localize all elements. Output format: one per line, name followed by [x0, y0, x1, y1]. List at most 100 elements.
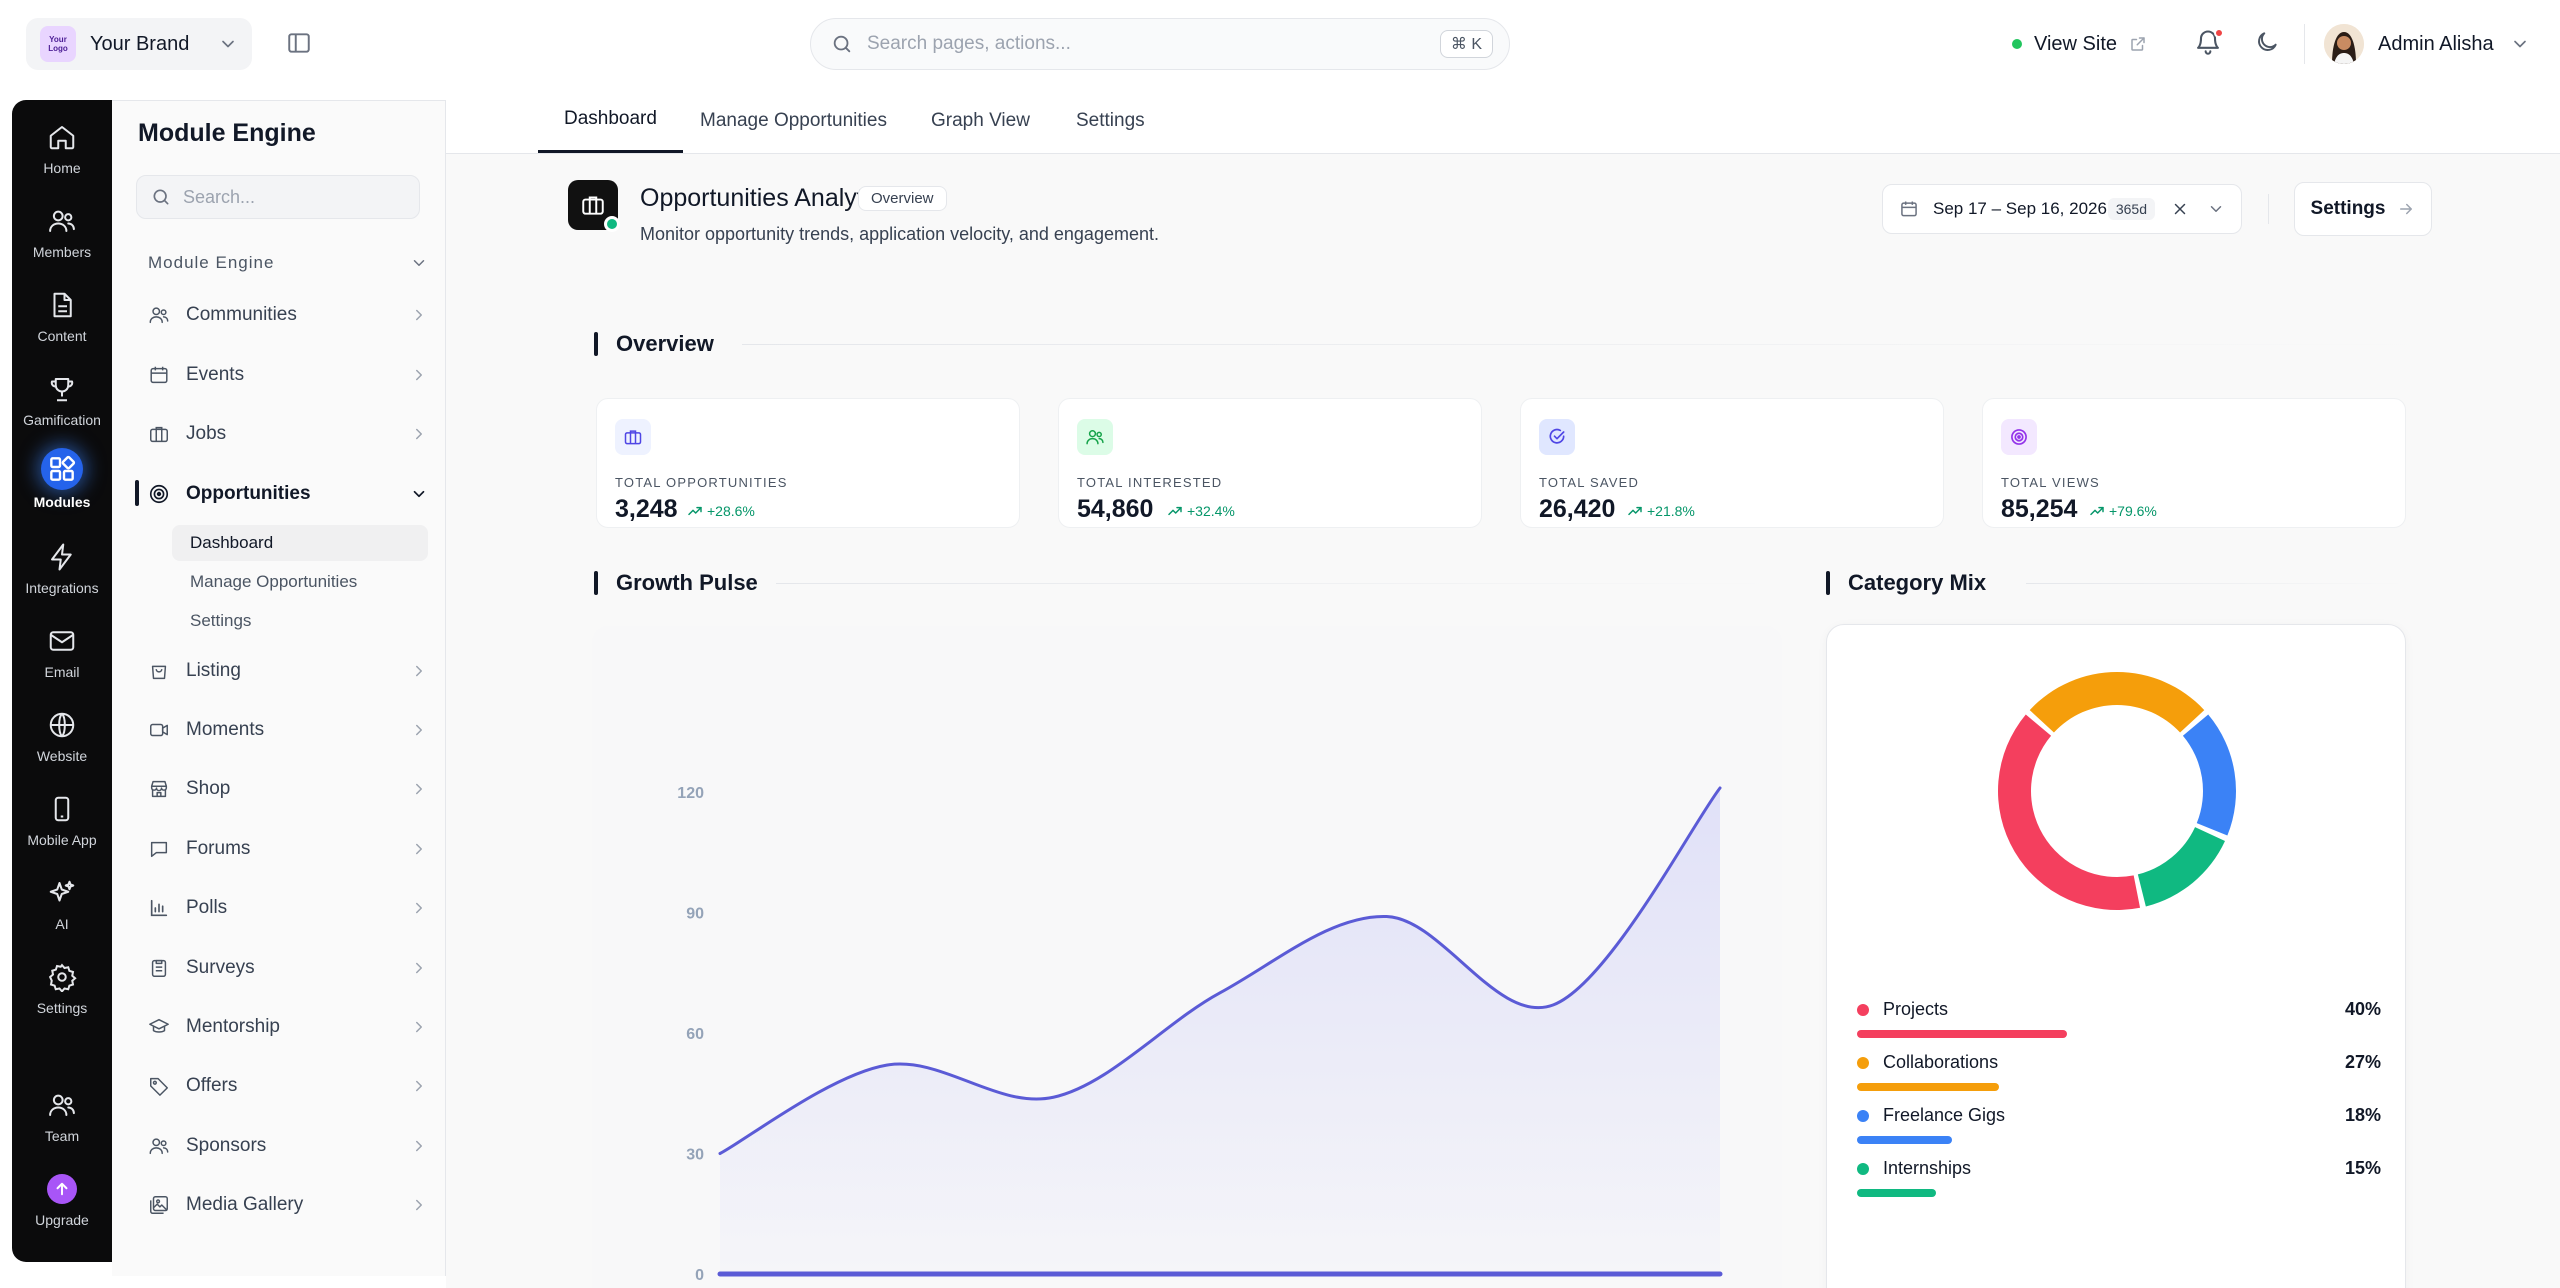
legend-label: Internships [1883, 1158, 1972, 1178]
chevron-right-icon [416, 962, 422, 974]
header-divider [2268, 194, 2269, 224]
rail-item-modules[interactable]: Modules [12, 448, 112, 524]
chevron-right-icon [416, 783, 422, 795]
section-divider [2026, 583, 2406, 584]
trend-up-icon [1168, 506, 1182, 516]
legend-item-projects[interactable]: Projects 40% [1857, 999, 2381, 1038]
rail-item-upgrade[interactable]: Upgrade [12, 1168, 112, 1244]
sidebar-item-surveys[interactable]: Surveys [148, 948, 428, 988]
chevron-down-icon[interactable] [2207, 200, 2225, 218]
view-site-label: View Site [2034, 32, 2118, 55]
sidebar-item-opportunities[interactable]: Opportunities [148, 474, 428, 514]
briefcase-icon [568, 180, 618, 230]
sidebar-item-shop[interactable]: Shop [148, 769, 428, 809]
sidebar-toggle-icon[interactable] [286, 30, 312, 56]
target-icon [149, 484, 169, 504]
sidebar-item-events[interactable]: Events [148, 355, 428, 395]
close-icon[interactable] [2171, 200, 2189, 218]
sidebar-item-mentorship[interactable]: Mentorship [148, 1007, 428, 1047]
chevron-right-icon [416, 1021, 422, 1033]
sidebar-search-input[interactable]: Search... [183, 186, 256, 207]
kpi-change: +21.8% [1627, 503, 1695, 519]
sidebar-item-listing[interactable]: Listing [148, 651, 428, 691]
tab-settings[interactable]: Settings [1076, 110, 1145, 131]
view-site-link[interactable]: View Site [2012, 28, 2147, 60]
legend-bar [1857, 1083, 1999, 1091]
donut-slice-collaborations[interactable] [2029, 672, 2205, 733]
rail-item-content[interactable]: Content [12, 284, 112, 360]
rail-item-settings[interactable]: Settings [12, 956, 112, 1032]
trophy-icon [50, 378, 74, 402]
icon-rail: Home Members Content Gamification Module… [12, 100, 112, 1262]
moon-icon[interactable] [2254, 29, 2280, 55]
donut-slice-freelance-gigs[interactable] [2182, 714, 2236, 836]
sidebar-item-polls[interactable]: Polls [148, 888, 428, 928]
date-range-picker[interactable]: Sep 17 – Sep 16, 2026 365d [1882, 184, 2242, 234]
rail-item-gamification[interactable]: Gamification [12, 368, 112, 444]
donut-slice-projects[interactable] [1998, 714, 2141, 910]
donut-slice-internships[interactable] [2137, 827, 2225, 907]
tab-dashboard[interactable]: Dashboard [538, 88, 683, 153]
upgrade-icon [47, 1174, 77, 1204]
chart-icon [150, 899, 168, 917]
users-icon [149, 1138, 169, 1155]
rail-item-team[interactable]: Team [12, 1084, 112, 1160]
calendar-icon [1901, 201, 1917, 217]
sidebar-item-communities[interactable]: Communities [148, 295, 428, 335]
legend-item-collaborations[interactable]: Collaborations 27% [1857, 1052, 2381, 1091]
sidebar-item-moments[interactable]: Moments [148, 710, 428, 750]
tab-graph-view[interactable]: Graph View [931, 110, 1030, 131]
kpi-card-saved: TOTAL SAVED 26,420 +21.8% [1520, 398, 1944, 528]
rail-item-website[interactable]: Website [12, 704, 112, 780]
rail-item-email[interactable]: Email [12, 620, 112, 696]
settings-button[interactable]: Settings [2294, 182, 2432, 236]
trend-up-icon [688, 506, 702, 516]
chevron-down-icon [413, 260, 425, 266]
tab-bar: Dashboard Manage Opportunities Graph Vie… [446, 88, 2560, 154]
legend-label: Projects [1883, 999, 1949, 1019]
chevron-down-icon [222, 40, 234, 48]
kpi-value: 85,254 [2001, 495, 2078, 523]
legend-item-internships[interactable]: Internships 15% [1857, 1158, 2381, 1197]
chevron-right-icon [416, 1140, 422, 1152]
rail-item-ai[interactable]: AI [12, 872, 112, 948]
kpi-label: TOTAL SAVED [1539, 475, 1640, 490]
users-icon [149, 307, 169, 324]
rail-item-integrations[interactable]: Integrations [12, 536, 112, 612]
sidebar-subitem-settings[interactable]: Settings [190, 611, 252, 630]
sidebar-item-media-gallery[interactable]: Media Gallery [148, 1185, 428, 1225]
category-mix-card: Projects 40% Collaborations 27% Freelance Gi… [1826, 624, 2406, 1288]
brand-logo: Your Logo [40, 26, 76, 62]
bag-icon [151, 665, 167, 680]
brand-name: Your Brand [90, 32, 190, 55]
sidebar-subitem-manage-opportunities[interactable]: Manage Opportunities [190, 572, 358, 591]
legend-item-freelance-gigs[interactable]: Freelance Gigs 18% [1857, 1105, 2381, 1144]
sidebar-section-header[interactable]: Module Engine [148, 253, 428, 273]
bell-icon[interactable] [2194, 28, 2222, 56]
rail-item-mobile-app[interactable]: Mobile App [12, 788, 112, 864]
global-search[interactable]: Search pages, actions... ⌘ K [810, 18, 1510, 70]
page-title: Opportunities Analytics [640, 184, 895, 212]
header-divider [2304, 24, 2305, 64]
rail-item-home[interactable]: Home [12, 116, 112, 192]
sidebar-item-sponsors[interactable]: Sponsors [148, 1126, 428, 1166]
sidebar-item-jobs[interactable]: Jobs [148, 414, 428, 454]
briefcase-icon [615, 419, 651, 455]
legend-bar [1857, 1189, 1936, 1197]
sidebar-subitem-dashboard[interactable]: Dashboard [172, 525, 428, 561]
user-menu[interactable]: Admin Alisha [2324, 22, 2530, 66]
growth-chart-card: 0306090120Sep 10Sep 11Sep 12Sep 13Sep 14… [592, 626, 1782, 1288]
calendar-icon [150, 366, 168, 384]
sidebar-item-forums[interactable]: Forums [148, 829, 428, 869]
rail-item-members[interactable]: Members [12, 200, 112, 276]
sidebar-item-offers[interactable]: Offers [148, 1066, 428, 1106]
growth-pulse-title: Growth Pulse [594, 570, 758, 596]
kpi-change: +28.6% [687, 503, 755, 519]
search-input[interactable]: Search pages, actions... [867, 33, 1071, 54]
y-tick-label: 30 [686, 1147, 704, 1164]
sidebar-search[interactable]: Search... [136, 175, 420, 219]
legend-dot [1857, 1162, 1869, 1175]
brand-switcher[interactable]: Your Logo Your Brand [26, 18, 252, 70]
kpi-value: 26,420 [1539, 495, 1616, 523]
tab-manage-opportunities[interactable]: Manage Opportunities [700, 110, 887, 131]
